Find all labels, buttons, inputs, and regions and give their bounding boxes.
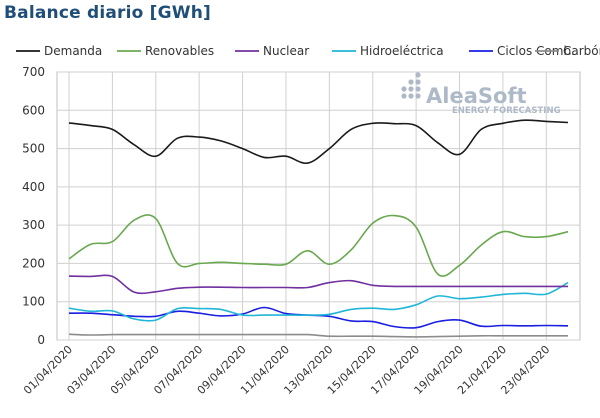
series-line-demanda	[68, 119, 569, 165]
legend: Demanda Renovables Nuclear Hidroeléctrica Ci…	[16, 44, 600, 58]
series-line-ciclos-comb	[68, 306, 569, 329]
series-line-nuclear	[68, 274, 568, 295]
y-tick-label: 600	[22, 103, 45, 117]
y-tick-label: 300	[22, 218, 45, 232]
series-line-renovables	[68, 214, 569, 277]
y-tick-label: 100	[22, 295, 45, 309]
logo-dot	[401, 86, 407, 92]
legend-label-nuclear: Nuclear	[263, 44, 309, 58]
y-tick-label: 700	[22, 65, 45, 79]
logo-name: AleaSoft	[426, 84, 527, 108]
legend-label-carbon: Carbón	[563, 44, 600, 58]
logo-dot	[408, 93, 414, 99]
series-line-hidroelectrica	[68, 281, 569, 322]
logo-dot	[401, 93, 407, 99]
legend-label-demanda: Demanda	[44, 44, 102, 58]
y-tick-label: 500	[22, 142, 45, 156]
chart-title: Balance diario [GWh]	[4, 3, 211, 23]
legend-label-hidroelectrica: Hidroeléctrica	[360, 44, 444, 58]
logo-tagline: ENERGY FORECASTING	[452, 106, 561, 116]
legend-label-renovables: Renovables	[145, 44, 214, 58]
logo-dot	[408, 86, 414, 92]
y-tick-label: 0	[37, 333, 45, 347]
series-line-carbon	[68, 333, 568, 338]
logo-dot	[415, 86, 421, 92]
y-tick-label: 400	[22, 180, 45, 194]
logo-dot	[415, 93, 421, 99]
y-tick-label: 200	[22, 256, 45, 270]
logo-dot	[408, 79, 414, 85]
logo-dot	[415, 79, 421, 85]
logo-dot	[415, 72, 421, 78]
